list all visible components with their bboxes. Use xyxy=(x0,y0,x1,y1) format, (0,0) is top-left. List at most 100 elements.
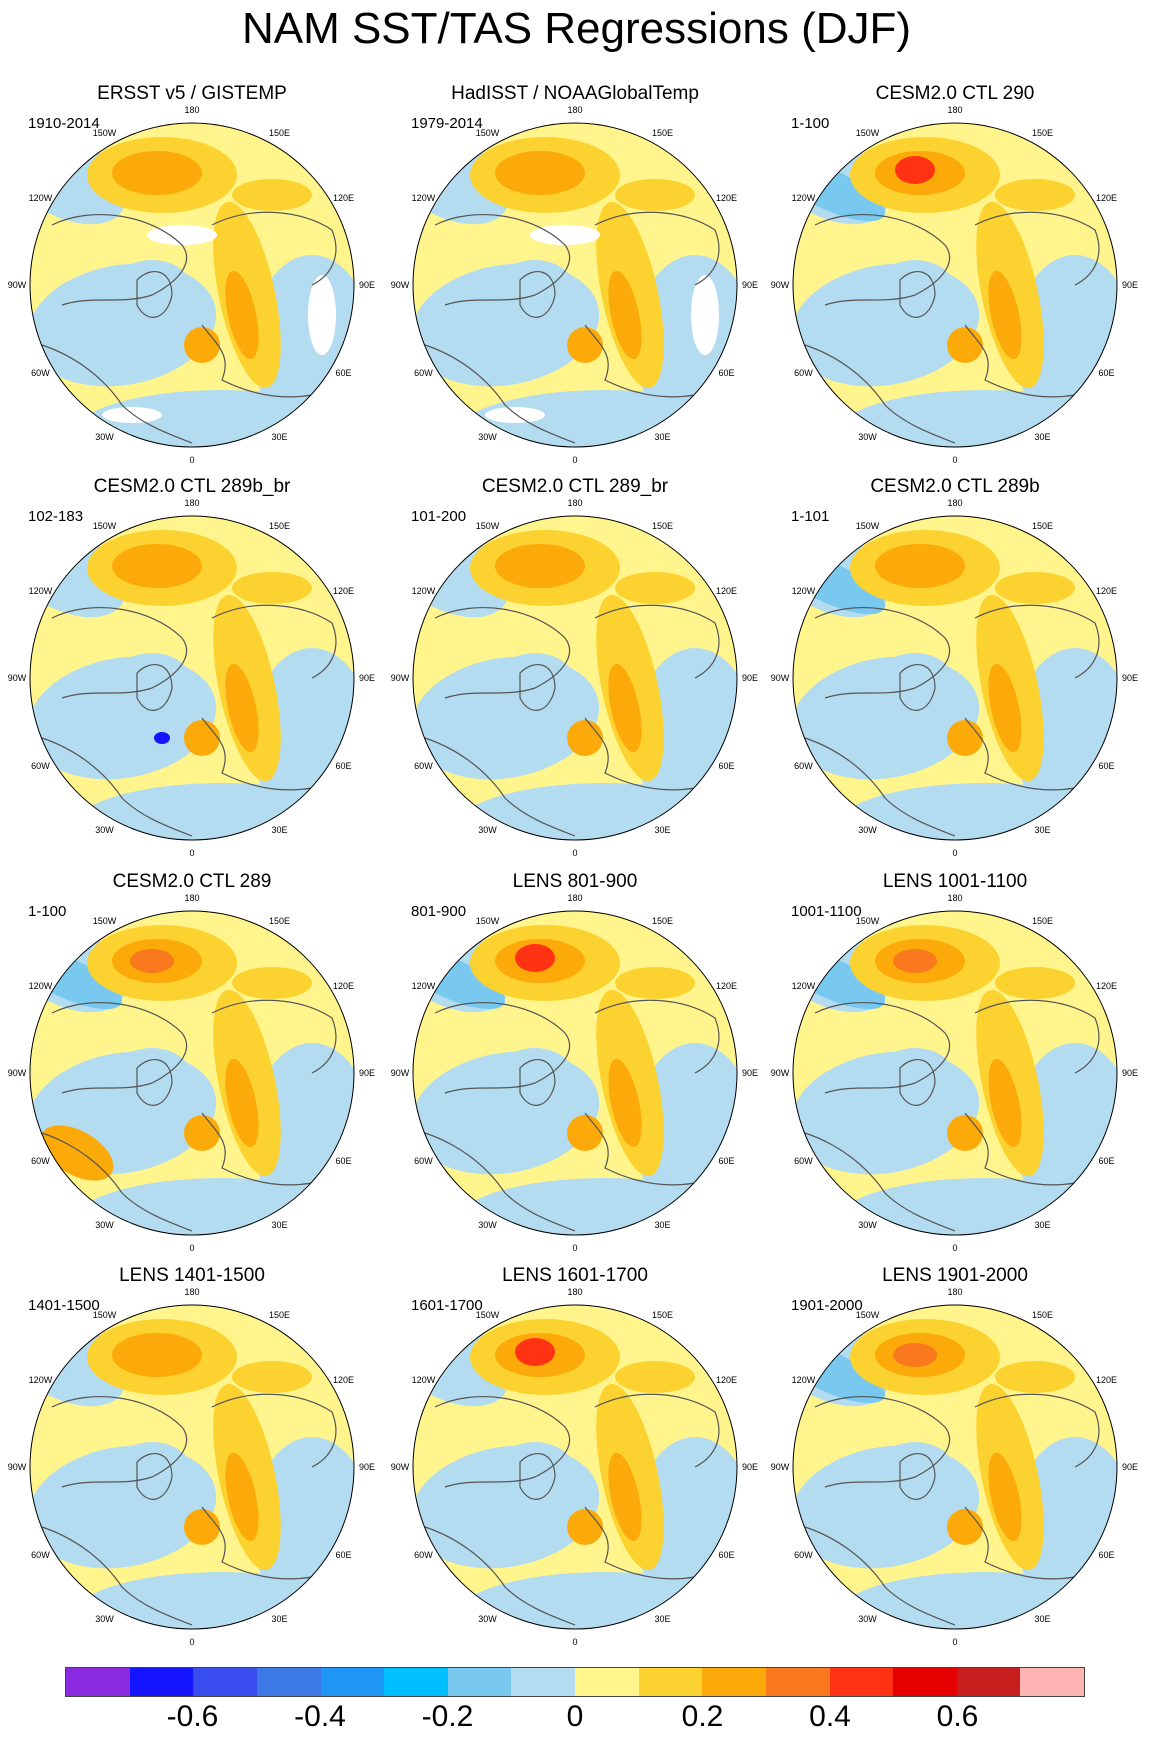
coastline-greenland xyxy=(519,1453,556,1500)
longitude-label: 120W xyxy=(28,585,53,596)
colorbar-bin xyxy=(829,1668,894,1696)
longitude-label: 120W xyxy=(28,192,53,203)
longitude-label: 120E xyxy=(1096,192,1118,203)
longitude-label: 120E xyxy=(716,192,738,203)
panel-title: HadISST / NOAAGlobalTemp xyxy=(451,83,699,104)
negative-region-greenland xyxy=(495,653,575,713)
longitude-label: 60E xyxy=(335,1155,352,1166)
polar-map xyxy=(29,122,355,448)
positive-region-siberia xyxy=(232,572,312,604)
longitude-label: 30W xyxy=(95,1613,114,1624)
longitude-label: 150E xyxy=(1031,521,1054,532)
colorbar-tick-label: 0.6 xyxy=(936,1700,979,1733)
longitude-label: 120W xyxy=(411,1374,436,1385)
panel-title: CESM2.0 CTL 289 xyxy=(112,871,272,892)
longitude-label: 60W xyxy=(414,1549,433,1560)
coastline-atlantic xyxy=(41,344,193,444)
longitude-label: 30W xyxy=(858,1613,877,1624)
longitude-label: 150E xyxy=(268,521,291,532)
longitude-label: 120E xyxy=(333,585,355,596)
longitude-label: 150W xyxy=(475,128,500,139)
negative-region-greenland xyxy=(875,653,955,713)
panel-period: 1-100 xyxy=(28,903,67,920)
coastline-europe xyxy=(964,717,1076,791)
longitude-label: 180 xyxy=(184,498,200,508)
longitude-label: 120E xyxy=(333,192,355,203)
coastline-europe xyxy=(584,717,696,791)
longitude-label: 30E xyxy=(654,1613,671,1624)
positive-region-siberia xyxy=(995,179,1075,211)
positive-region-scandinavia xyxy=(947,1509,983,1545)
longitude-label: 30E xyxy=(1034,1613,1051,1624)
positive-core-pacific xyxy=(495,151,585,195)
negative-region-greenland xyxy=(495,260,575,320)
longitude-label: 30W xyxy=(95,1219,114,1230)
longitude-label: 90W xyxy=(770,280,790,290)
positive-core-pacific xyxy=(495,544,585,588)
positive-peak-pacific xyxy=(515,944,555,972)
map-border xyxy=(412,122,738,448)
polar-map xyxy=(792,1304,1118,1630)
coastline-greenland xyxy=(899,271,936,318)
regression-field xyxy=(793,1305,1117,1629)
coastline-north-america xyxy=(51,1002,188,1094)
coastline-north-america xyxy=(434,1002,571,1094)
coastline-europe xyxy=(964,1112,1076,1186)
positive-region-siberia xyxy=(615,179,695,211)
colorbar-bin xyxy=(320,1668,385,1696)
longitude-label: 60W xyxy=(414,760,433,771)
longitude-label: 0 xyxy=(572,1637,578,1647)
positive-core-eurasia xyxy=(988,663,1022,753)
positive-region-scandinavia xyxy=(184,1509,220,1545)
longitude-label: 60E xyxy=(335,760,352,771)
longitude-label: 0 xyxy=(572,455,578,465)
positive-core-eurasia xyxy=(225,1058,259,1148)
positive-core-pacific xyxy=(112,151,202,195)
colorbar-tick-label: -0.2 xyxy=(421,1700,474,1733)
longitude-label: 150W xyxy=(92,521,117,532)
longitude-label: 90E xyxy=(358,1462,376,1472)
longitude-label: 30W xyxy=(478,431,497,442)
panel-period: 1001-1100 xyxy=(791,903,862,920)
positive-core-eurasia xyxy=(225,663,259,753)
coastline-greenland xyxy=(136,1453,173,1500)
coastline-eurasia-arctic xyxy=(974,1393,1100,1468)
negative-region-greenland xyxy=(112,653,192,713)
longitude-label: 150E xyxy=(268,916,291,927)
longitude-label: 60E xyxy=(1098,367,1115,378)
polar-map xyxy=(29,1304,355,1630)
longitude-label: 150E xyxy=(1031,1310,1054,1321)
colorbar-bin xyxy=(575,1668,639,1696)
longitude-label: 180 xyxy=(947,105,963,115)
longitude-label: 60E xyxy=(718,760,735,771)
polar-map xyxy=(792,910,1118,1236)
colorbar-bin xyxy=(66,1668,130,1696)
positive-core-eurasia xyxy=(988,270,1022,360)
coastline-europe xyxy=(584,1112,696,1186)
longitude-label: 30W xyxy=(478,824,497,835)
missing-data-arctic xyxy=(147,225,217,245)
positive-peak-pacific xyxy=(515,1338,555,1366)
coastline-europe xyxy=(584,1506,696,1580)
figure-title: NAM SST/TAS Regressions (DJF) xyxy=(241,4,912,53)
missing-data-east xyxy=(308,275,336,355)
longitude-label: 90W xyxy=(770,1068,790,1078)
positive-region-scandinavia xyxy=(184,327,220,363)
longitude-label: 30E xyxy=(1034,824,1051,835)
coastline-greenland xyxy=(899,664,936,711)
coastline-eurasia-arctic xyxy=(594,1393,720,1468)
colorbar-tick-label: 0 xyxy=(566,1700,584,1733)
longitude-label: 60W xyxy=(31,1155,50,1166)
longitude-label: 120W xyxy=(791,980,816,991)
longitude-label: 60E xyxy=(718,367,735,378)
longitude-label: 180 xyxy=(184,1287,200,1297)
coastline-north-america xyxy=(814,214,951,306)
coastline-europe xyxy=(964,324,1076,398)
panel-period: 1979-2014 xyxy=(411,115,483,132)
longitude-label: 60E xyxy=(718,1155,735,1166)
longitude-label: 90E xyxy=(1121,280,1139,290)
longitude-label: 150W xyxy=(855,1310,880,1321)
missing-data-east xyxy=(691,275,719,355)
negative-region-greenland xyxy=(875,1442,955,1502)
